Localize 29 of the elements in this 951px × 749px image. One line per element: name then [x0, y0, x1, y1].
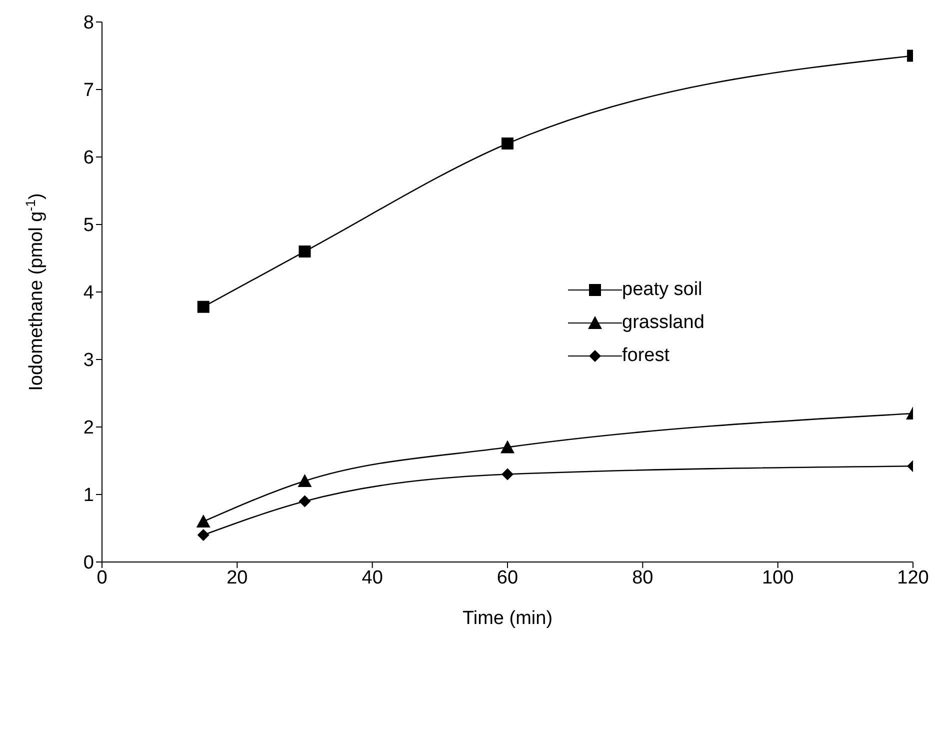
x-tick-label: 0 — [96, 567, 108, 588]
legend-label: forest — [622, 344, 670, 366]
point — [298, 246, 311, 258]
y-tick-label: 1 — [83, 485, 94, 506]
point — [298, 495, 311, 508]
legend-label: peaty soil — [622, 278, 702, 300]
y-tick-label: 6 — [83, 148, 94, 169]
x-tick-label: 80 — [632, 567, 654, 588]
legend-label: grassland — [622, 312, 704, 334]
y-tick-label: 0 — [83, 552, 94, 574]
point — [502, 468, 514, 480]
point — [298, 474, 312, 487]
point — [502, 138, 514, 150]
x-tick-label: 60 — [496, 567, 518, 588]
point — [197, 529, 210, 541]
y-tick-label: 5 — [83, 215, 94, 236]
x-tick-label: 40 — [362, 567, 383, 588]
point — [197, 300, 210, 313]
x-tick-label: 120 — [897, 567, 929, 588]
x-axis-title: Time (min) — [462, 608, 553, 629]
point — [196, 514, 210, 528]
y-tick-label: 7 — [83, 80, 94, 102]
y-tick-label: 3 — [83, 350, 94, 372]
y-tick-label: 8 — [83, 12, 94, 34]
y-tick-label: 4 — [83, 282, 94, 304]
x-tick-label: 20 — [226, 567, 248, 588]
point — [500, 440, 514, 454]
y-tick-label: 2 — [83, 418, 94, 439]
x-tick-label: 100 — [762, 567, 794, 588]
